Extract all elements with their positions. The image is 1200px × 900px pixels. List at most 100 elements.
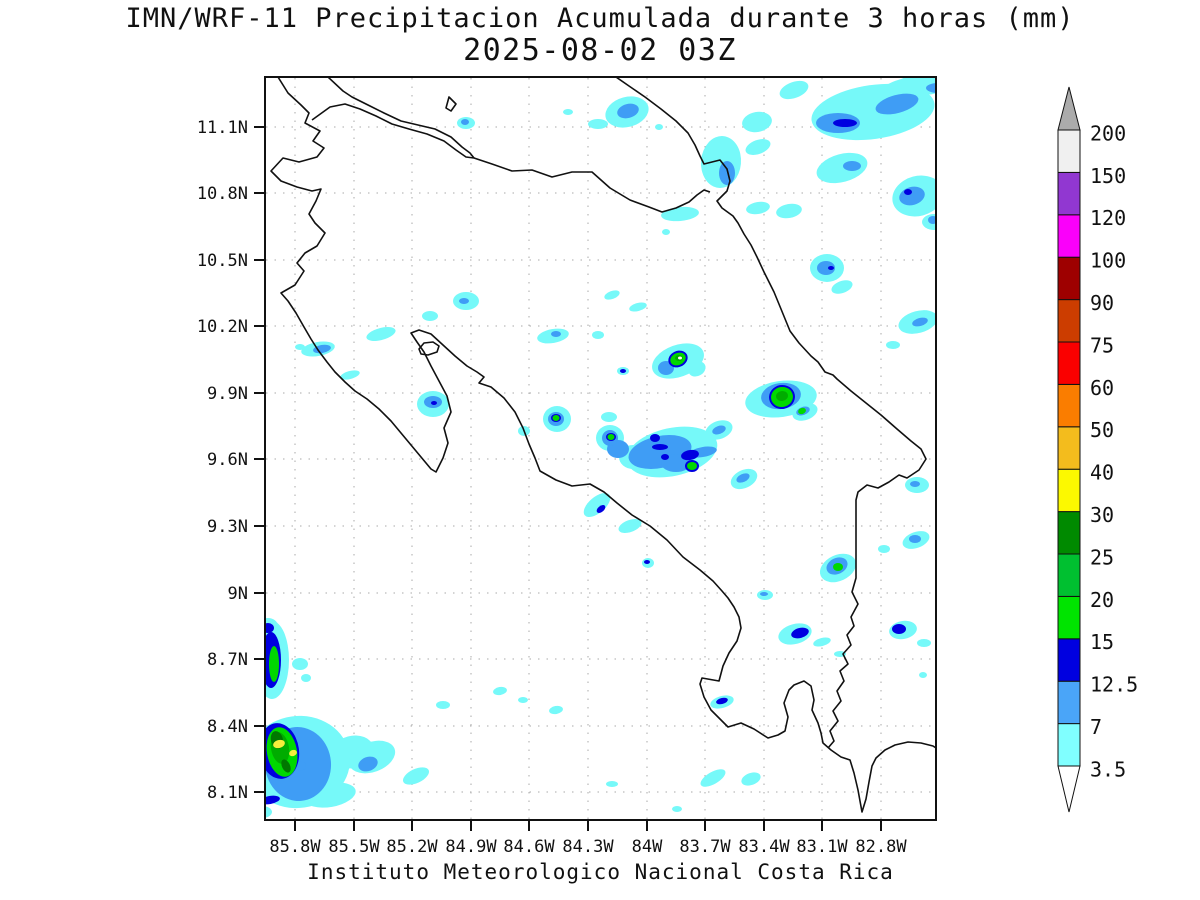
colorbar-segment (1057, 468, 1081, 513)
precipitation-cell (644, 560, 650, 564)
precipitation-cell (601, 412, 617, 422)
lon-tick-label: 82.8W (855, 837, 907, 857)
colorbar-label: 7 (1090, 715, 1102, 739)
precipitation-cell (459, 298, 469, 304)
axis-ticks (254, 126, 882, 831)
lon-tick-label: 83.4W (738, 837, 790, 857)
precipitation-cell (340, 370, 360, 380)
lat-tick-label: 10.2N (197, 317, 248, 337)
grid-layer (266, 78, 935, 819)
precipitation-cell (592, 331, 604, 339)
precipitation-cell (652, 444, 668, 450)
precipitation-cell (828, 266, 834, 270)
precipitation-cell (672, 806, 682, 812)
precipitation-cell (745, 139, 771, 155)
precipitation-cell (896, 78, 935, 95)
lat-tick-label: 9.6N (207, 450, 248, 470)
precipitation-cell (833, 119, 857, 127)
precipitation-cell (760, 592, 768, 596)
precipitation-cell (909, 535, 921, 543)
precipitation-cell (661, 206, 699, 222)
precipitation-cell (266, 806, 272, 818)
colorbar-segment (1057, 638, 1081, 682)
precipitation-cell (289, 749, 297, 757)
precipitation-cell (552, 415, 560, 421)
lat-tick-label: 10.5N (197, 251, 248, 271)
precipitation-cell (776, 390, 788, 402)
lon-tick-label: 85.2W (386, 837, 438, 857)
colorbar-segment (1057, 256, 1081, 301)
precipitation-cell (910, 481, 920, 487)
colorbar-label: 50 (1090, 418, 1114, 442)
precipitation-cell (746, 201, 770, 215)
precipitation-cell (273, 739, 285, 749)
coastline-layer (270, 78, 935, 813)
coastline-path (616, 78, 927, 749)
precipitation-cell (813, 637, 831, 647)
precipitation-cell (681, 449, 699, 461)
lon-tick-label: 85.5W (328, 837, 380, 857)
colorbar-under-arrow (1057, 765, 1081, 813)
colorbar-label: 100 (1090, 249, 1126, 273)
precipitation-cell (549, 705, 563, 715)
precipitation-cell (493, 686, 507, 696)
precipitation-cell (551, 331, 561, 337)
precipitation-cell (791, 627, 809, 639)
precipitation-cell (688, 361, 706, 377)
precipitation-cell (719, 161, 735, 185)
precipitation-cell (604, 290, 620, 300)
coastline-path (445, 96, 457, 112)
map-title: IMN/WRF-11 Precipitacion Acumulada duran… (125, 3, 1075, 34)
colorbar-segment (1057, 341, 1081, 385)
lat-tick-label: 8.4N (207, 717, 248, 737)
precipitation-cell (266, 795, 280, 805)
precipitation-cell (904, 189, 912, 195)
colorbar-label: 40 (1090, 461, 1114, 485)
precipitation-cell (607, 434, 615, 440)
precipitation-cell (741, 772, 761, 786)
colorbar-segment (1057, 511, 1081, 555)
precipitation-cell (948, 115, 966, 145)
colorbar: 3.5 7 12.5 15 20 25 30 40 50 60 75 90 100 120 150 200 (1057, 86, 1138, 813)
precipitation-cell (886, 341, 900, 349)
precipitation-cell (843, 161, 861, 171)
colorbar-segment (1057, 426, 1081, 470)
lon-tick-label: 85.8W (269, 837, 321, 857)
precipitation-cell (912, 317, 928, 327)
precipitation-cell (776, 203, 802, 219)
coastline-path (418, 341, 440, 356)
lon-tick-label: 84.3W (562, 837, 614, 857)
precipitation-cell (878, 545, 890, 553)
colorbar-label: 200 (1090, 121, 1126, 145)
lat-tick-label: 11.1N (197, 118, 248, 138)
precipitation-cell (798, 407, 806, 415)
lon-tick-label: 84.9W (445, 837, 497, 857)
lon-tick-label: 84.6W (503, 837, 555, 857)
precipitation-cell (952, 165, 966, 187)
precipitation-cell (816, 152, 868, 184)
precipitation-cell (436, 701, 450, 709)
coastline-path (311, 103, 711, 213)
axis-tick-labels: 11.1N 10.8N 10.5N 10.2N 9.9N 9.6N 9.3N 9N 8.7N 8.… (197, 118, 908, 857)
precipitation-cell (583, 493, 611, 517)
precipitation-cell (629, 302, 647, 312)
precipitation-cell (655, 124, 663, 130)
precipitation-cell (366, 327, 396, 341)
precipitation-cell (617, 103, 639, 119)
map-subtitle-datetime: 2025-08-02 03Z (463, 33, 737, 68)
colorbar-segment (1057, 299, 1081, 343)
precipitation-cell (518, 697, 528, 703)
precipitation-cell (736, 473, 750, 483)
precipitation-cell (712, 425, 726, 435)
precipitation-layer (266, 78, 966, 818)
precipitation-cell (831, 280, 853, 294)
colorbar-label: 150 (1090, 164, 1126, 188)
precipitation-cell (779, 80, 809, 100)
colorbar-segment (1057, 383, 1081, 428)
precipitation-cell (596, 505, 606, 513)
colorbar-segment (1057, 214, 1081, 258)
colorbar-segment (1057, 595, 1081, 640)
colorbar-label: 3.5 (1090, 757, 1126, 781)
coastline-path (327, 78, 475, 159)
